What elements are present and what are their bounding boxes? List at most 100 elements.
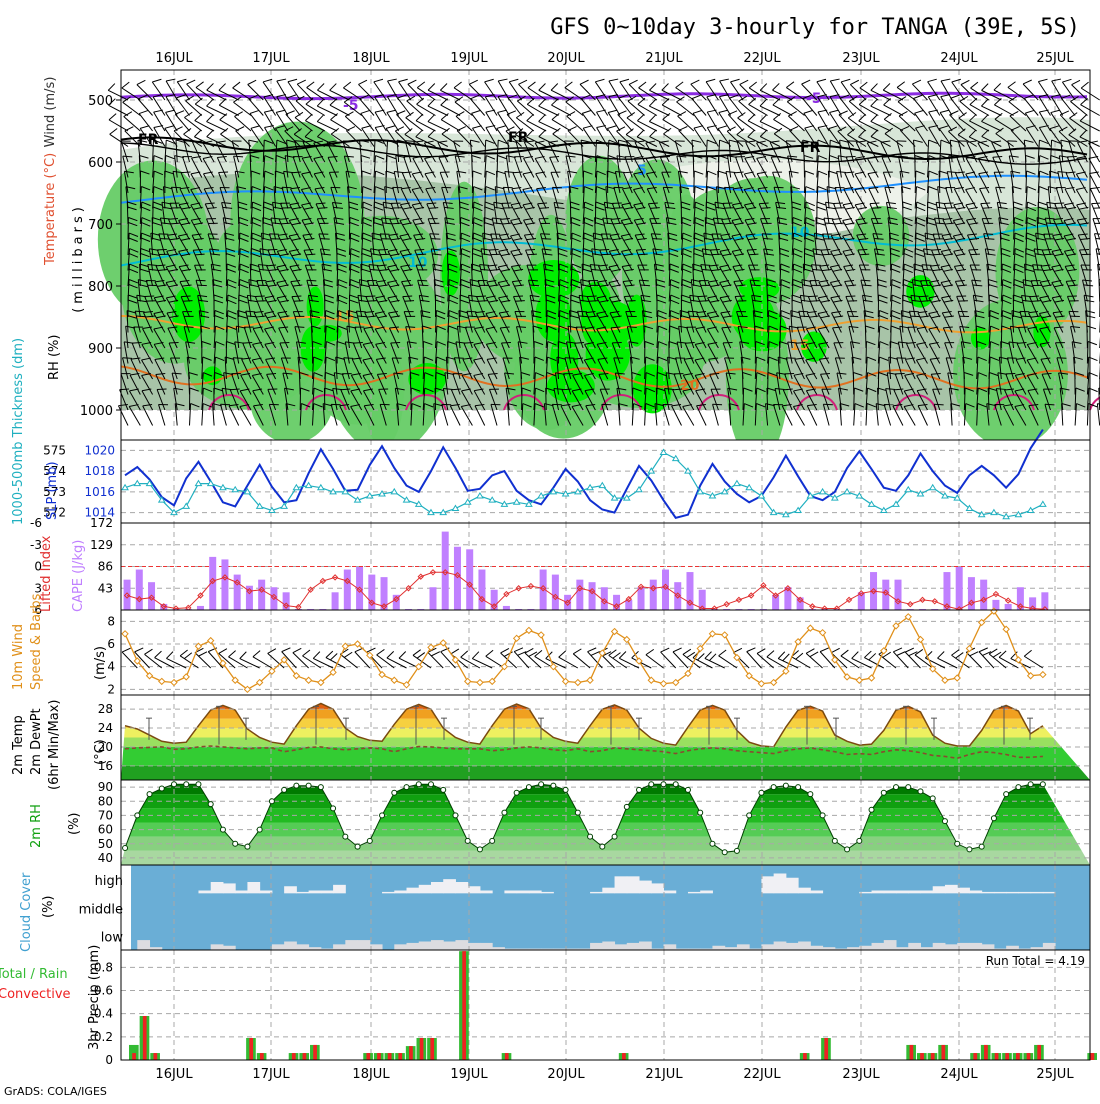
- upper-wind-barb-flag: [515, 301, 524, 302]
- upper-wind-barb-flag: [689, 316, 698, 317]
- upper-wind-barb: [263, 218, 264, 240]
- upper-temp-label: Temperature (°C): [43, 153, 58, 266]
- upper-wind-barb-flag: [710, 250, 719, 251]
- upper-wind-barb-flag: [292, 296, 301, 297]
- upper-wind-barb-flag: [431, 239, 440, 240]
- wind-tick-8: 8: [107, 614, 115, 628]
- upper-wind-barb-flag: [419, 285, 428, 286]
- upper-wind-barb-flag: [638, 254, 647, 255]
- cape-bar: [344, 570, 351, 610]
- rh-core: [442, 250, 460, 296]
- bottom-date-18JUL: 18JUL: [352, 1067, 390, 1082]
- cape-bar: [589, 582, 596, 610]
- cape-bar: [638, 587, 645, 610]
- rh-marker: [318, 785, 323, 790]
- upper-wind-barb: [1001, 342, 1002, 364]
- top-date-19JUL: 19JUL: [450, 51, 488, 66]
- upper-wind-barb-flag: [233, 358, 242, 359]
- upper-wind-barb-flag: [184, 327, 193, 328]
- cape-bar: [956, 567, 963, 610]
- upper-wind-barb-flag: [885, 187, 894, 188]
- upper-wind-barb-flag: [823, 404, 832, 405]
- upper-wind-barb-flag: [368, 301, 377, 302]
- rh-marker: [269, 799, 274, 804]
- upper-wind-barb-flag: [358, 316, 367, 317]
- cape-tick-129: 129: [90, 538, 113, 552]
- upper-wind-barb-flag: [132, 343, 141, 344]
- upper-wind-barb-flag: [578, 311, 587, 312]
- cape-bar: [576, 580, 583, 610]
- upper-wind-barb-flag: [181, 296, 190, 297]
- cape-tick-86: 86: [98, 560, 113, 574]
- rh-marker: [306, 783, 311, 788]
- bottom-date-20JUL: 20JUL: [547, 1067, 585, 1082]
- rh-marker: [220, 827, 225, 832]
- upper-wind-barb: [571, 218, 572, 240]
- upper-wind-barb: [546, 388, 547, 410]
- rh-marker: [184, 782, 189, 787]
- upper-wind-barb: [1026, 171, 1027, 193]
- upper-wind-barb-flag: [415, 250, 424, 251]
- rh-marker: [172, 782, 177, 787]
- wind-tick-2: 2: [107, 682, 115, 696]
- upper-wind-barb-flag: [468, 316, 477, 317]
- upper-wind-barb-flag: [587, 296, 596, 297]
- cape-bar: [258, 580, 265, 610]
- rh-core: [580, 282, 610, 318]
- upper-wind-barb-flag: [356, 311, 365, 312]
- cape-bar: [221, 559, 228, 610]
- upper-wind-barb-flag: [464, 343, 473, 344]
- upper-wind-barb-flag: [294, 301, 303, 302]
- cape-bar: [429, 587, 436, 610]
- upper-wind-barb: [546, 373, 547, 395]
- cape-bar: [148, 582, 155, 610]
- upper-wind-barb-flag: [1057, 208, 1066, 209]
- upper-wind-barb-flag: [1034, 270, 1043, 271]
- bottom-date-22JUL: 22JUL: [743, 1067, 781, 1082]
- rh-marker: [135, 813, 140, 818]
- wind10-unit: (m/s): [93, 646, 108, 680]
- upper-wind-barb-flag: [860, 254, 869, 255]
- upper-wind-barb: [460, 218, 461, 240]
- wind10-label-a: 10m Wind: [11, 624, 26, 690]
- upper-wind-barb: [828, 171, 829, 193]
- bottom-date-23JUL: 23JUL: [842, 1067, 880, 1082]
- upper-wind-barb-flag: [934, 404, 943, 405]
- upper-wind-barb-flag: [184, 141, 193, 142]
- level-700: 700: [88, 218, 113, 233]
- upper-wind-barb-flag: [702, 270, 711, 271]
- slp-tick-1020: 1020: [84, 443, 115, 457]
- upper-wind-barb-flag: [759, 203, 768, 204]
- upper-wind-barb-flag: [800, 316, 809, 317]
- cape-bar: [1005, 604, 1012, 610]
- upper-wind-barb-flag: [701, 265, 710, 266]
- top-date-18JUL: 18JUL: [352, 51, 390, 66]
- rh-tick-80: 80: [98, 794, 113, 808]
- upper-wind-barb-flag: [923, 270, 932, 271]
- cape-bar: [980, 580, 987, 610]
- upper-wind-barb: [373, 218, 374, 240]
- upper-wind-barb-flag: [467, 311, 476, 312]
- rh-marker: [294, 783, 299, 788]
- upper-wind-barb-flag: [108, 84, 115, 91]
- upper-wind-barb-flag: [542, 239, 551, 240]
- upper-wind-barb: [915, 171, 916, 193]
- pressure-axis-label: (millibars): [71, 203, 86, 313]
- upper-wind-barb-flag: [922, 265, 931, 266]
- upper-wind-barb-flag: [1033, 265, 1042, 266]
- bottom-date-21JUL: 21JUL: [645, 1067, 683, 1082]
- upper-wind-barb-flag: [919, 296, 928, 297]
- upper-wind-barb-flag: [1055, 203, 1064, 204]
- top-date-23JUL: 23JUL: [842, 51, 880, 66]
- bottom-date-25JUL: 25JUL: [1036, 1067, 1074, 1082]
- upper-wind-barb: [977, 342, 978, 364]
- upper-wind-barb-flag: [1092, 203, 1100, 204]
- upper-wind-barb: [976, 326, 977, 348]
- bottom-date-17JUL: 17JUL: [252, 1067, 290, 1082]
- upper-wind-barb-flag: [579, 316, 588, 317]
- upper-wind-barb-flag: [933, 254, 942, 255]
- upper-wind-barb-flag: [761, 208, 770, 209]
